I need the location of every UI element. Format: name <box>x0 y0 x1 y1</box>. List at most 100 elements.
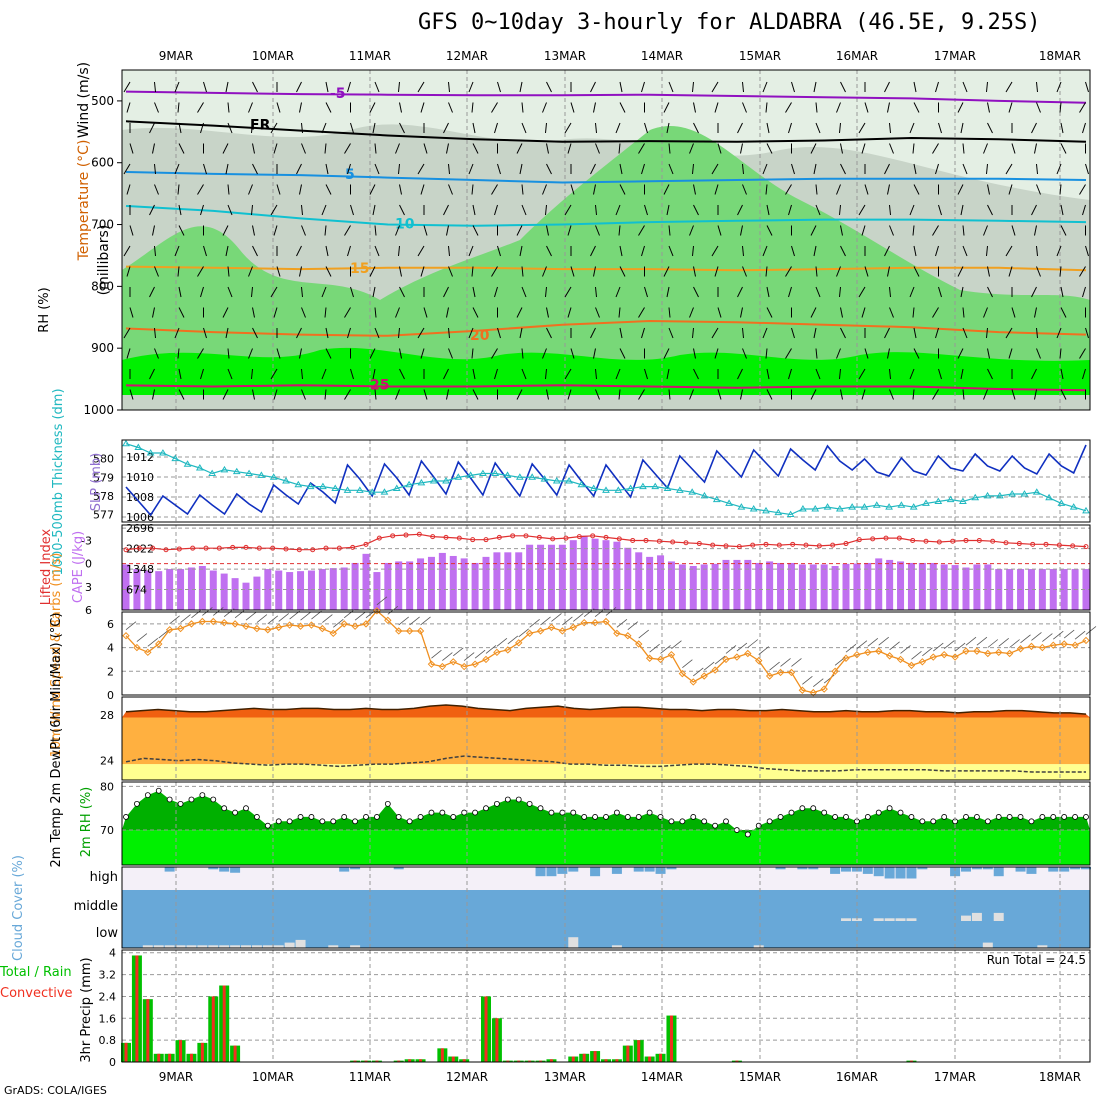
lifted-marker <box>803 542 809 548</box>
wind-barb <box>129 307 134 318</box>
wind-barb <box>839 122 841 134</box>
wind-barb <box>668 81 674 93</box>
wind-barb <box>615 286 621 298</box>
cape-bar <box>842 563 850 610</box>
lifted-marker <box>270 545 276 551</box>
wind-barb <box>663 184 670 195</box>
wind-barb <box>299 266 302 277</box>
wind-barb <box>350 368 354 380</box>
lifted-marker <box>163 547 169 553</box>
wind-barb <box>301 368 303 380</box>
rh2m-marker <box>384 800 391 807</box>
thickness-marker <box>675 486 684 493</box>
wind-barb <box>742 245 744 257</box>
wind-barb <box>962 327 968 339</box>
lifted-marker <box>616 536 622 542</box>
wind-barb <box>546 327 552 339</box>
wind-barb <box>448 81 450 93</box>
wind-barb <box>347 245 351 257</box>
cloud-high-bar <box>808 867 819 870</box>
rh2m-marker <box>592 814 598 820</box>
wind-barb <box>398 81 400 93</box>
wind-barb <box>836 102 841 113</box>
wind-barb <box>766 368 770 380</box>
thickness-marker <box>934 497 943 504</box>
wind-barb <box>986 245 988 257</box>
wind-barb <box>668 389 671 400</box>
rh2m-marker <box>341 814 348 820</box>
precip-conv-bar <box>375 1060 379 1062</box>
rh2m-marker <box>974 814 980 820</box>
wind-barb <box>595 143 600 154</box>
wind-barb <box>788 122 792 134</box>
wind-barb <box>693 348 696 359</box>
precip-conv-bar <box>604 1059 608 1062</box>
wind-barb <box>491 348 498 359</box>
wind-barb <box>197 102 204 113</box>
wind-barb <box>521 286 527 298</box>
temp-band <box>122 717 1090 765</box>
thickness-marker <box>331 484 340 491</box>
wind-barb <box>1060 389 1067 400</box>
surface-wind-barb <box>605 607 617 616</box>
wind-marker <box>405 627 414 635</box>
cape-bar <box>657 555 665 610</box>
cape-frame <box>121 524 1091 611</box>
wind-barb <box>273 225 278 236</box>
cape-bar <box>307 570 315 610</box>
cape-bar <box>711 563 719 610</box>
rh2m-marker <box>548 809 555 816</box>
rh2m-marker <box>243 805 249 812</box>
isotherm-line <box>125 171 1087 184</box>
wind-barb <box>472 307 479 318</box>
cape-bar <box>198 565 206 610</box>
wind-barb <box>742 184 747 195</box>
wind-barb <box>1036 81 1038 93</box>
wind-marker <box>580 618 588 627</box>
thickness-marker <box>257 471 266 478</box>
wind-barb <box>350 122 354 134</box>
lifted-marker <box>736 544 742 550</box>
thickness-marker <box>835 504 844 512</box>
cape-bar <box>1060 569 1068 610</box>
wind-barb <box>516 143 523 154</box>
wind-barb <box>567 307 572 318</box>
wind-marker <box>198 617 207 626</box>
date-label-top: 14MAR <box>641 49 683 63</box>
cape-bar <box>526 544 534 610</box>
wind-barb <box>252 225 255 236</box>
wind-marker <box>133 643 141 652</box>
precip-legend-convective: Convective <box>0 986 73 1001</box>
lifted-marker <box>230 544 236 550</box>
wind-barb <box>884 327 890 339</box>
wind-barb <box>1005 163 1013 175</box>
wind-barb <box>546 307 549 318</box>
wind-barb <box>1031 204 1037 216</box>
wind-barb <box>301 122 303 134</box>
wind-marker <box>296 622 305 630</box>
wind-marker <box>122 632 130 640</box>
thickness-marker <box>565 477 573 484</box>
wind-barb <box>225 327 229 339</box>
cape-bar <box>689 565 697 610</box>
wind-barb <box>689 143 694 154</box>
precip-conv-bar <box>909 1060 913 1062</box>
wind-barb <box>957 102 964 113</box>
cloud-high-bar <box>982 867 993 870</box>
cloud-bar <box>753 945 764 948</box>
wind-barb <box>766 389 773 400</box>
wind-barb <box>227 286 233 298</box>
rh2m-marker <box>908 814 915 820</box>
wind-barb <box>420 184 425 195</box>
surface-wind-barb <box>802 675 813 685</box>
rh2m-marker <box>515 796 522 803</box>
wind-barb <box>149 368 155 380</box>
wind-barb <box>276 184 281 195</box>
precip-conv-bar <box>157 1053 161 1062</box>
surface-wind-barb <box>1074 630 1086 640</box>
surface-wind-barb <box>1031 632 1042 641</box>
wind-barb <box>815 266 818 277</box>
wind-barb <box>839 286 841 298</box>
wind-tick-label: 0 <box>107 689 114 702</box>
wind-barb <box>619 184 626 195</box>
